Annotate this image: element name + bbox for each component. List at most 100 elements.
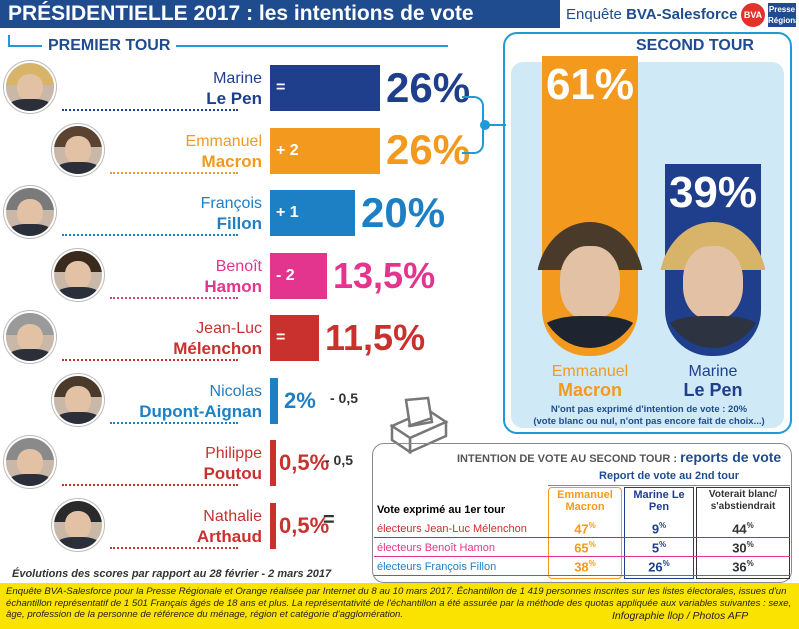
runoff-connector: [484, 124, 506, 126]
score-delta-0: =: [276, 79, 286, 96]
runoff-photo-0: [536, 222, 644, 348]
candidate-photo-6: [4, 436, 56, 488]
reports-value-unit: %: [588, 521, 596, 530]
score-value-4: 11,5%: [325, 317, 426, 359]
candidate-last-name: Le Pen: [206, 89, 262, 108]
candidate-first-name: Nathalie: [203, 507, 262, 525]
candidate-leader-dots-2: [62, 234, 238, 236]
reports-group-header: Report de vote au 2nd tour: [548, 470, 790, 486]
photo-face: [64, 261, 92, 289]
reports-value-number: 9: [651, 521, 660, 537]
candidate-last-name: Hamon: [204, 276, 262, 296]
photo-face: [683, 246, 743, 320]
methodology-note: Enquête BVA-Salesforce pour la Presse Ré…: [6, 586, 792, 620]
reports-value-unit: %: [659, 521, 667, 530]
candidate-leader-dots-3: [110, 296, 238, 299]
first-round-frame-line: [8, 45, 448, 47]
reports-title-main: reports de vote: [680, 449, 782, 465]
reports-value-unit: %: [746, 559, 754, 568]
runoff-first-name: Emmanuel: [551, 363, 629, 380]
reports-value-number: 5: [651, 540, 660, 556]
reports-column-frame-2: [696, 487, 790, 579]
second-round-note-1: N'ont pas exprimé d'intention de vote : …: [550, 404, 748, 415]
candidate-last-name: Macron: [201, 151, 262, 171]
photo-face: [16, 448, 44, 477]
runoff-connector-dot: [480, 120, 490, 130]
runoff-bar-0: 61%: [542, 56, 638, 356]
reports-value-unit: %: [588, 559, 596, 568]
survey-credit: Enquête BVA-Salesforce: [566, 6, 738, 23]
runoff-value-0: 61%: [545, 60, 635, 109]
photo-suit: [8, 474, 52, 486]
photo-suit: [56, 161, 100, 174]
reports-value-number: 26: [648, 559, 663, 575]
title-bar: [0, 0, 560, 28]
graphic-credit: Infographie llop / Photos AFP: [612, 610, 749, 622]
candidate-last-name: Mélenchon: [173, 339, 262, 358]
ballot-box-icon: [389, 396, 449, 455]
photo-suit: [540, 316, 640, 348]
reports-frame: [372, 443, 792, 583]
score-value-5: 2%: [284, 387, 316, 413]
reports-value-1-1: 5%: [624, 540, 694, 555]
reports-value-unit: %: [588, 540, 596, 549]
candidate-name-3: Benoît Hamon: [204, 257, 262, 297]
score-value-6: 0,5%: [279, 450, 330, 476]
reports-value-2-1: 26%: [624, 559, 694, 574]
score-bar-0: =: [270, 65, 380, 111]
score-delta-3: - 2: [276, 266, 295, 284]
runoff-photo-1: [659, 222, 767, 348]
second-round-frame: [503, 32, 792, 434]
candidate-first-name: Benoît: [215, 257, 262, 275]
candidate-photo-0: [4, 61, 56, 113]
reports-title: INTENTION DE VOTE AU SECOND TOUR : repor…: [457, 449, 781, 465]
runoff-value-1: 39%: [668, 168, 758, 217]
photo-face: [560, 246, 620, 320]
score-value-3: 13,5%: [333, 254, 436, 296]
reports-row-line-1: [374, 556, 790, 557]
candidate-photo-4: [4, 311, 56, 363]
first-round-frame-corner: [8, 35, 10, 47]
candidate-photo-7: [52, 498, 104, 551]
reports-value-number: 44: [732, 521, 747, 537]
reports-row-line-0: [374, 537, 790, 538]
score-bar-3: - 2: [270, 252, 327, 299]
candidate-name-2: François Fillon: [201, 194, 262, 234]
candidate-leader-dots-4: [62, 359, 238, 361]
score-delta-1: + 2: [276, 141, 299, 159]
photo-face: [64, 511, 92, 539]
reports-column-frame-1: [624, 487, 694, 579]
candidate-first-name: François: [200, 195, 262, 212]
score-value-1: 26%: [386, 126, 471, 174]
candidate-name-6: Philippe Poutou: [203, 444, 262, 484]
candidate-last-name: Arthaud: [196, 526, 262, 546]
bva-logo: BVA: [741, 3, 765, 27]
reports-row-header: Vote exprimé au 1er tour: [377, 504, 506, 516]
reports-column-frame-0: [548, 487, 622, 579]
candidate-photo-2: [4, 186, 56, 238]
score-value-7: 0,5%: [279, 512, 330, 538]
reports-value-unit: %: [746, 540, 754, 549]
reports-value-unit: %: [662, 559, 670, 568]
reports-row-label-0: électeurs Jean-Luc Mélenchon: [377, 523, 527, 535]
candidate-last-name: Dupont-Aignan: [139, 401, 262, 421]
reports-row-label-2: électeurs François Fillon: [377, 561, 497, 573]
score-bar-5: [270, 377, 278, 424]
reports-column-header-1: Marine Le Pen: [633, 489, 685, 513]
photo-suit: [56, 286, 100, 299]
reports-column-header-2: Voterait blanc/ s'abstiendrait: [708, 489, 778, 512]
score-bar-4: =: [270, 315, 319, 361]
photo-suit: [56, 411, 100, 424]
second-round-note-2: (vote blanc ou nul, n'ont pas encore fai…: [533, 416, 765, 427]
runoff-last-name: Macron: [557, 380, 622, 400]
reports-value-number: 36: [732, 559, 747, 575]
photo-suit: [8, 224, 52, 236]
candidate-name-5: Nicolas Dupont-Aignan: [139, 382, 262, 422]
reports-value-1-0: 65%: [548, 540, 622, 555]
reports-value-0-1: 9%: [624, 521, 694, 536]
reports-value-unit: %: [746, 521, 754, 530]
reports-value-number: 38: [574, 559, 589, 575]
candidate-name-1: Emmanuel Macron: [186, 132, 262, 172]
evolution-note: Évolutions des scores par rapport au 28 …: [12, 568, 332, 580]
candidate-photo-5: [52, 373, 104, 426]
